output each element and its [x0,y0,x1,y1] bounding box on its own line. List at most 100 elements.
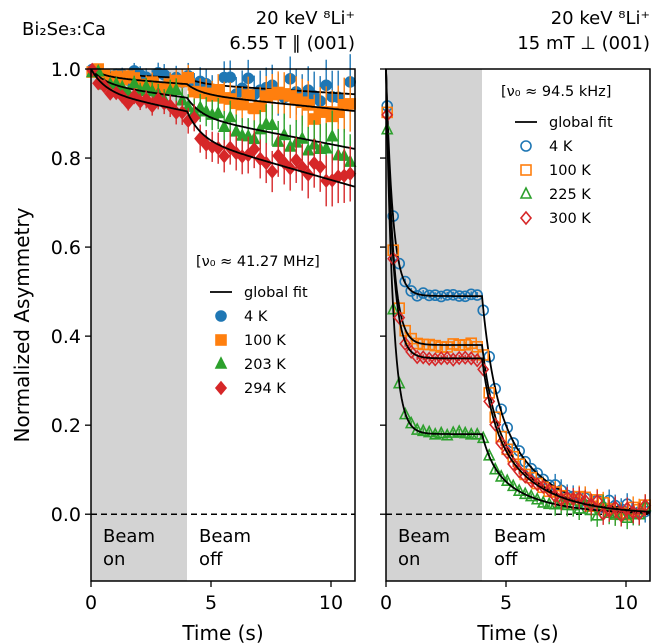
panel1-xtick-label: 10 [319,592,343,614]
y-axis-label: Normalized Asymmetry [10,207,34,442]
panel2-point [495,435,508,451]
panel1-point [302,99,315,111]
panel1-header-line1: 20 keV ⁸Li⁺ [256,8,355,29]
panel2-beam-off-label: off [494,549,518,570]
panel2-xtick-label: 0 [380,592,392,614]
panel2-point [555,492,568,507]
panel2-point [483,394,496,409]
panel1-point [212,83,224,96]
ytick-label: 0.2 [51,415,81,437]
ytick-label: 0.0 [51,504,81,526]
panel1-legend-label: 4 K [244,309,268,325]
panel2-legend-marker [520,164,532,176]
panel2-header-line1: 20 keV ⁸Li⁺ [551,8,650,29]
panel1-point [122,95,135,111]
panel2-xtick-label: 5 [500,592,512,614]
panel2-legend-label: 4 K [549,139,573,155]
panel1-point [332,106,345,119]
panel1-beam-on-label: on [103,549,125,570]
panel2-point [422,424,436,438]
panel1-point [248,141,261,157]
panel2-point [434,425,448,439]
panel1-point [223,109,237,123]
panel2-point [560,497,574,511]
panel1-point [224,71,236,84]
panel2-point [501,421,514,434]
panel2-point [447,338,460,350]
panel2-fit-line [385,68,651,513]
panel2-point [501,445,514,460]
panel2-x-axis-label: Time (s) [476,621,558,644]
panel2-point [537,479,550,494]
panel2-point [417,287,430,299]
panel1-legend-fit-label: global fit [244,285,308,301]
panel2-point [573,490,586,506]
panel2-point [579,493,592,509]
panel2-legend-marker [519,186,533,199]
panel1-xtick-label: 5 [205,592,217,614]
panel2-point [447,288,460,301]
panel2-point [441,289,454,301]
panel1-frame [90,68,356,582]
panel1-point [169,82,183,95]
panel2-point [477,362,490,377]
panel2-point [621,501,634,516]
panel1-point [127,75,141,89]
ytick-label: 0.6 [51,237,81,259]
panel2-frame [385,68,651,582]
panel1-beam-on-shade [91,69,187,581]
panel1-x-axis-label: Time (s) [181,621,263,644]
panel1-xtick-label: 0 [85,592,97,614]
panel2-legend-label: 100 K [549,163,591,179]
panel2-legend-marker [520,140,532,152]
panel2-point [513,464,526,479]
panel2-legend-marker [519,210,533,226]
panel2-beam-on-label: on [398,549,420,570]
panel1-point [266,164,279,179]
panel2-xtick-label: 10 [614,592,638,614]
panel2-point [405,344,418,360]
panel2-point [488,461,502,475]
panel2-point [399,275,412,288]
panel1-point [344,166,357,181]
panel2-point [465,288,478,301]
panel1-beam-off-label: off [199,549,223,570]
panel2-point [585,497,598,512]
panel1-point [242,89,254,101]
panel1-legend-frequency: [ν₀ ≈ 41.27 MHz] [196,254,320,270]
panel1-point [218,148,231,164]
panel1-point [236,98,248,111]
panel2-point [399,324,412,337]
panel1-point [265,117,279,130]
ytick-label: 0.8 [51,148,81,170]
panel1-legend-label: 203 K [244,357,286,373]
panel1-point [229,124,243,137]
panel2-point [489,382,502,395]
panel1-legend-marker [215,334,227,346]
panel2-beam-on-label: Beam [398,526,450,547]
panel1-legend-label: 100 K [244,333,286,349]
panel2-beam-off-label: Beam [494,526,546,547]
panel2-point [465,337,478,350]
panel2-legend-label: 300 K [549,211,591,227]
panel2-point [507,437,520,449]
panel2-point [543,483,556,498]
panel1-point [319,140,333,154]
panel1-point [344,98,357,110]
panel2-point [567,491,580,507]
panel1-beam-off-label: Beam [199,526,251,547]
panel1-point [182,71,194,84]
panel1-point [314,159,327,175]
panel2-legend-label: 225 K [549,187,591,203]
panel2-legend-fit-label: global fit [549,115,613,131]
ytick-label: 0.4 [51,326,81,348]
panel2-point [452,424,466,437]
panel2-point [393,310,406,325]
panel2-point [489,417,502,432]
panel2-point [416,423,430,437]
panel2-point [399,336,412,352]
panel2-point [494,469,508,482]
panel1-legend-marker [214,380,228,396]
panel2-point [398,406,412,420]
